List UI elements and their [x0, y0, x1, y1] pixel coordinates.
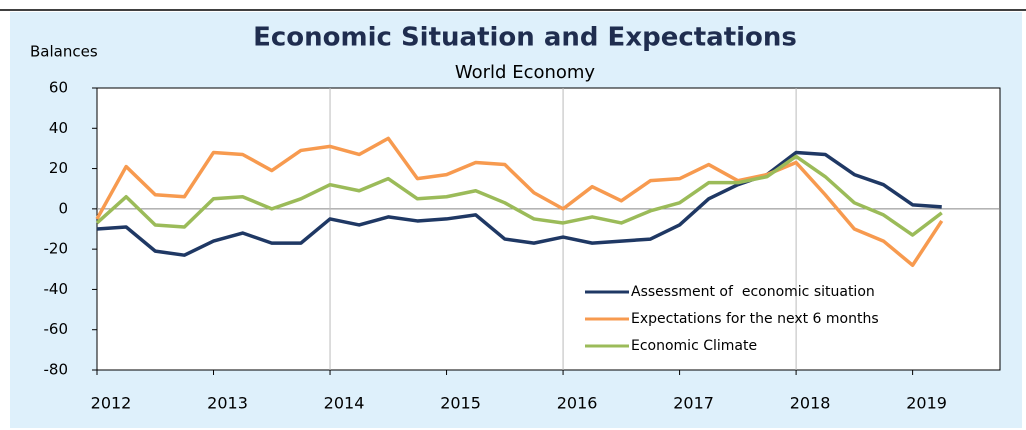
- x-tick-label: 2019: [906, 394, 947, 413]
- x-tick-label: 2014: [324, 394, 365, 413]
- y-tick-label: 0: [58, 199, 68, 217]
- y-axis-label: Balances: [30, 43, 98, 61]
- x-tick-label: 2016: [557, 394, 598, 413]
- x-tick-label: 2017: [673, 394, 714, 413]
- y-tick-label: 60: [49, 79, 68, 97]
- y-tick-label: 20: [49, 159, 68, 177]
- series-line: [95, 136, 944, 268]
- y-tick-label: -60: [44, 320, 69, 338]
- legend-label: Expectations for the next 6 months: [631, 311, 879, 327]
- y-tick-label: -80: [44, 361, 69, 379]
- y-tick-label: -40: [44, 280, 69, 298]
- series-line: [95, 154, 943, 237]
- x-tick-label: 2015: [440, 394, 481, 413]
- legend-label: Assessment of economic situation: [631, 284, 875, 300]
- x-tick-label: 2013: [207, 394, 248, 413]
- series-line: [96, 150, 942, 257]
- chart-subtitle: World Economy: [455, 62, 596, 83]
- y-tick-label: -20: [44, 240, 69, 258]
- x-tick-label: 2018: [790, 394, 831, 413]
- chart-title: Economic Situation and Expectations: [253, 23, 797, 53]
- plot-area: [96, 87, 1001, 371]
- x-tick-label: 2012: [91, 394, 132, 413]
- y-tick-label: 40: [49, 119, 68, 137]
- legend-label: Economic Climate: [631, 338, 757, 354]
